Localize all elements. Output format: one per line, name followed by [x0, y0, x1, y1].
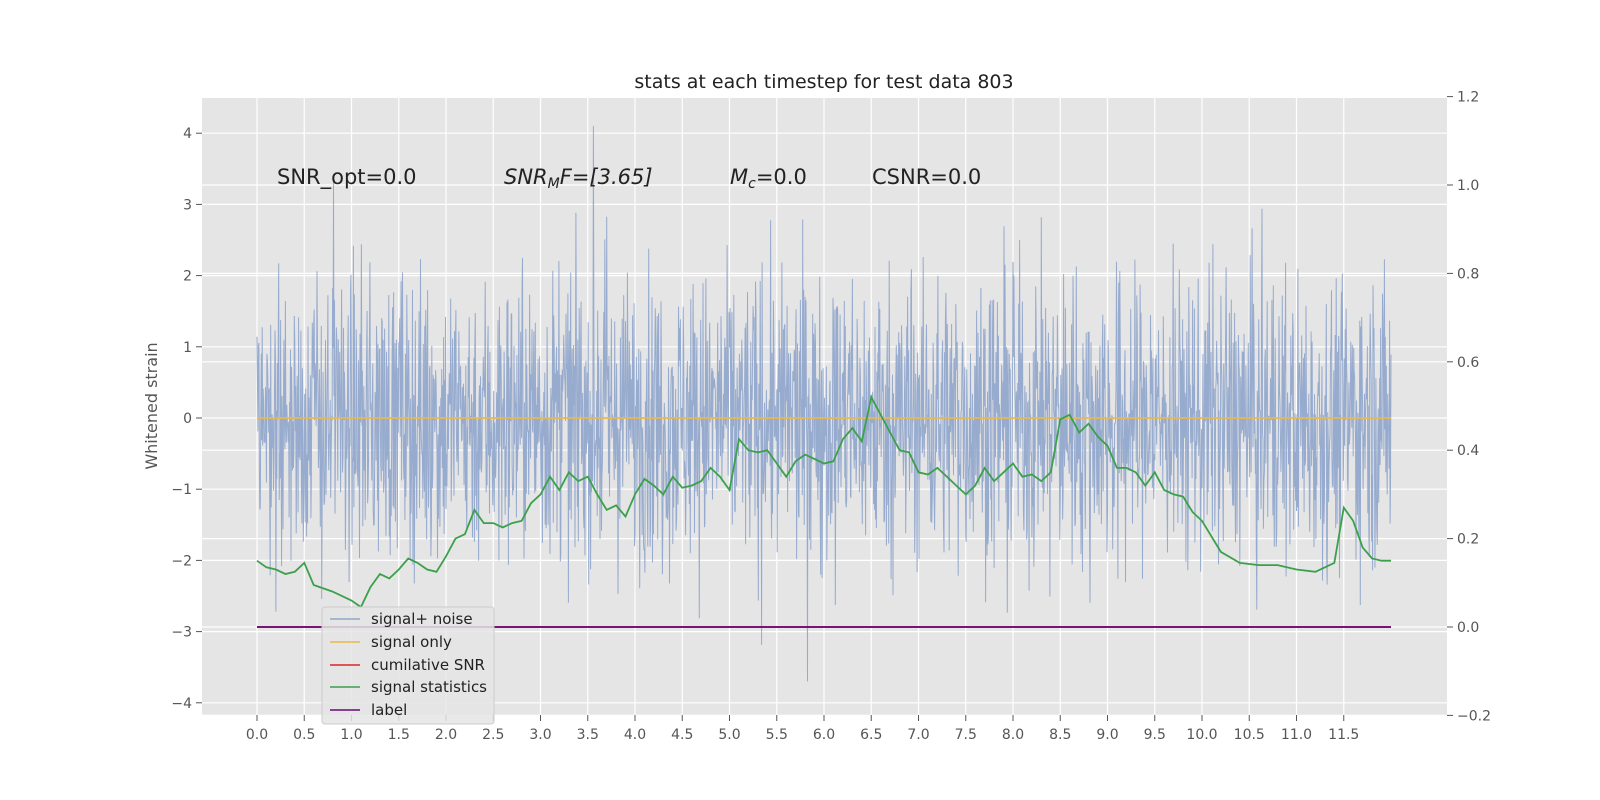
annotation-csnr: CSNR=0.0	[872, 165, 981, 189]
left-axis-ticks: 4 3 2 1 0 −1 −2 −3 −4	[171, 126, 202, 712]
y-tick-label: 0	[183, 411, 192, 427]
right-axis-ticks: 1.2 1.0 0.8 0.6 0.4 0.2 0.0 −0.2	[1447, 90, 1491, 724]
legend-label-cumilative-snr: cumilative SNR	[371, 656, 485, 674]
y2-tick-label: 0.0	[1457, 620, 1479, 636]
x-tick-label: 8.0	[1002, 727, 1024, 743]
y-tick-label: 2	[183, 269, 192, 285]
legend-label-signal-statistics: signal statistics	[371, 678, 487, 696]
y2-tick-label: 0.8	[1457, 266, 1479, 282]
legend: signal+ noise signal only cumilative SNR…	[321, 606, 495, 725]
x-tick-label: 4.5	[671, 727, 693, 743]
y-tick-label: −2	[171, 553, 192, 569]
annotation-snr-mf: SNRMF=[3.65]	[504, 165, 653, 192]
x-tick-label: 2.0	[435, 727, 457, 743]
x-tick-label: 7.5	[955, 727, 977, 743]
x-tick-label: 6.5	[860, 727, 882, 743]
legend-entry-signal-only: signal only	[330, 633, 452, 651]
annotation-snr-mf-rest: F=[3.65]	[560, 165, 653, 189]
legend-label-label: label	[371, 701, 407, 719]
y2-tick-label: 0.2	[1457, 532, 1479, 548]
legend-box	[321, 606, 495, 725]
annotation-snr-mf-sub: M	[548, 176, 560, 192]
x-tick-label: 10.5	[1234, 727, 1265, 743]
x-tick-label: 1.0	[340, 727, 362, 743]
y2-tick-label: 0.4	[1457, 443, 1479, 459]
y2-tick-label: −0.2	[1457, 708, 1491, 724]
annotation-snr-mf-base: SNR	[504, 165, 548, 189]
legend-label-signal-noise: signal+ noise	[371, 610, 473, 628]
y-tick-label: −1	[171, 482, 192, 498]
x-tick-label: 11.0	[1281, 727, 1312, 743]
x-axis-ticks: 0.0 0.5 1.0 1.5 2.0 2.5 3.0 3.5 4.0 4.5 5.0 5.5 6.0 6…	[246, 715, 1359, 743]
y-tick-label: 1	[183, 340, 192, 356]
y2-tick-label: 0.6	[1457, 355, 1479, 371]
y-tick-label: 3	[183, 197, 192, 213]
x-tick-label: 0.0	[246, 727, 268, 743]
signal-statistics-line	[256, 394, 1391, 609]
x-tick-label: 2.5	[482, 727, 504, 743]
x-tick-label: 11.5	[1328, 727, 1359, 743]
x-tick-label: 6.0	[813, 727, 835, 743]
legend-entry-cumilative-snr: cumilative SNR	[330, 656, 485, 674]
x-tick-label: 3.0	[529, 727, 551, 743]
x-tick-label: 1.5	[388, 727, 410, 743]
annotation-mc: Mc=0.0	[730, 165, 807, 192]
x-tick-label: 9.0	[1096, 727, 1118, 743]
y-tick-label: 4	[183, 126, 192, 142]
annotation-mc-base: M	[730, 165, 748, 189]
annotation-mc-sub: c	[748, 176, 756, 192]
x-tick-label: 0.5	[293, 727, 315, 743]
series-signal-noise	[256, 126, 1392, 682]
x-tick-label: 5.0	[718, 727, 740, 743]
x-tick-label: 9.5	[1144, 727, 1166, 743]
y-axis-label: Whitened strain	[142, 342, 161, 469]
y-tick-label: −4	[171, 696, 192, 712]
y2-tick-label: 1.2	[1457, 90, 1479, 106]
legend-entry-signal-noise: signal+ noise	[330, 610, 473, 628]
x-tick-label: 4.0	[624, 727, 646, 743]
annotations: SNR_opt=0.0 SNRMF=[3.65] Mc=0.0 CSNR=0.0	[277, 165, 981, 192]
x-tick-label: 5.5	[766, 727, 788, 743]
chart-title: stats at each timestep for test data 803	[634, 71, 1013, 93]
noise-trace	[256, 126, 1392, 682]
y2-tick-label: 1.0	[1457, 178, 1479, 194]
y-tick-label: −3	[171, 625, 192, 641]
legend-entry-signal-statistics: signal statistics	[330, 678, 487, 696]
annotation-snr-opt: SNR_opt=0.0	[277, 165, 417, 190]
legend-entry-label: label	[330, 701, 407, 719]
x-tick-label: 7.0	[907, 727, 929, 743]
x-tick-label: 10.0	[1186, 727, 1217, 743]
x-tick-label: 3.5	[577, 727, 599, 743]
x-tick-label: 8.5	[1049, 727, 1071, 743]
annotation-mc-rest: =0.0	[756, 165, 807, 189]
legend-label-signal-only: signal only	[371, 633, 452, 651]
